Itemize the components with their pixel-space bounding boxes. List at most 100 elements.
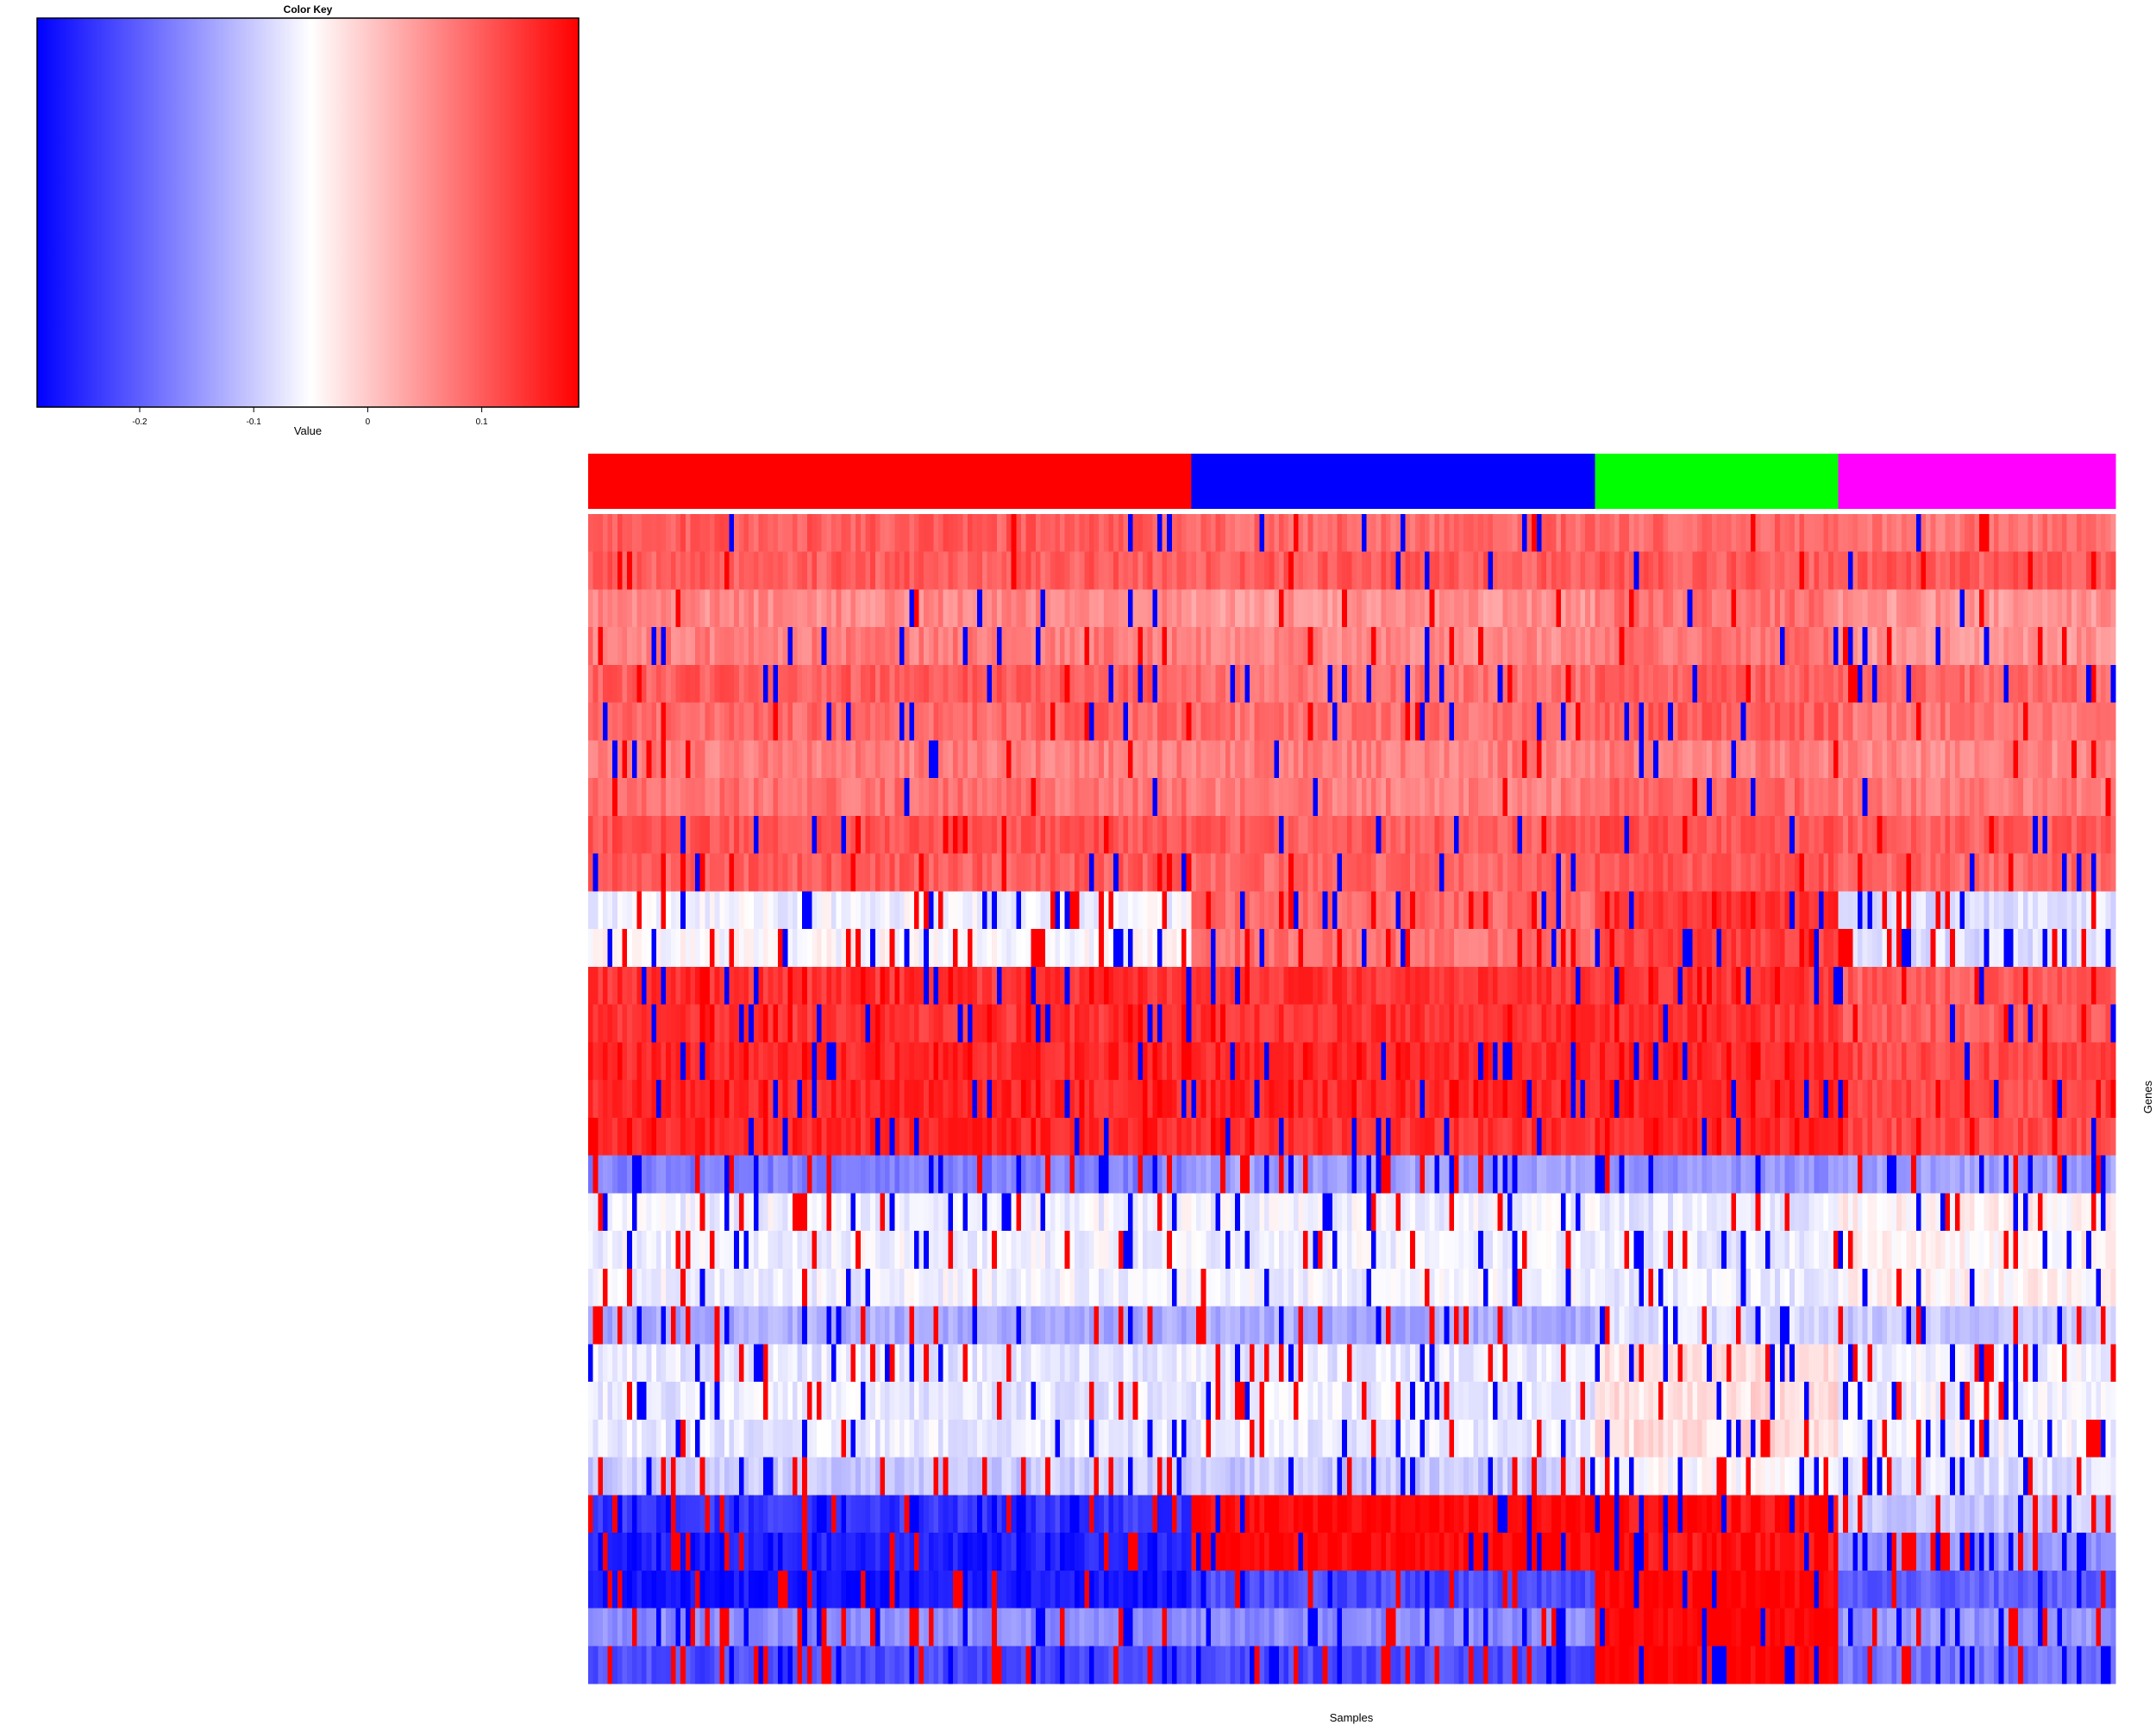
heatmap-cell [1886, 853, 1893, 893]
heatmap-cell [1541, 815, 1547, 855]
heatmap-cell [1449, 853, 1455, 893]
heatmap-cell [1244, 1004, 1250, 1043]
heatmap-cell [1911, 853, 1917, 893]
heatmap-cell [685, 1042, 692, 1081]
heatmap-cell [1196, 664, 1202, 704]
heatmap-cell [758, 891, 764, 930]
heatmap-cell [1847, 853, 1854, 893]
heatmap-cell [2018, 740, 2024, 779]
heatmap-cell [2096, 589, 2102, 628]
heatmap-cell [1653, 627, 1659, 666]
heatmap-cell [2076, 778, 2083, 817]
heatmap-cell [598, 551, 604, 591]
heatmap-cell [1877, 740, 1883, 779]
heatmap-cell [1332, 966, 1338, 1006]
heatmap-cell [1453, 891, 1460, 930]
heatmap-cell [1390, 514, 1396, 553]
heatmap-cell [1858, 929, 1864, 968]
heatmap-cell [981, 966, 988, 1006]
heatmap-cell [806, 589, 813, 628]
heatmap-cell [953, 891, 959, 930]
heatmap-cell [1585, 891, 1591, 930]
heatmap-cell [1804, 891, 1810, 930]
heatmap-cell [924, 627, 930, 666]
heatmap-cell [1230, 891, 1236, 930]
heatmap-cell [1779, 551, 1786, 591]
heatmap-cell [1108, 514, 1114, 553]
heatmap-cell [933, 627, 939, 666]
heatmap-cell [1969, 815, 1976, 855]
heatmap-cell [1750, 1042, 1757, 1081]
heatmap-cell [850, 1080, 856, 1119]
heatmap-cell [1307, 589, 1313, 628]
heatmap-cell [1186, 778, 1192, 817]
heatmap-cell [2013, 778, 2019, 817]
heatmap-cell [2110, 815, 2116, 855]
heatmap-cell [1979, 966, 1985, 1006]
heatmap-cell [1429, 1004, 1435, 1043]
heatmap-cell [1079, 929, 1085, 968]
heatmap-cell [1425, 514, 1431, 553]
heatmap-cell [699, 929, 705, 968]
heatmap-cell [1147, 929, 1153, 968]
heatmap-cell [710, 891, 716, 930]
heatmap-cell [899, 853, 906, 893]
heatmap-cell [787, 1004, 793, 1043]
heatmap-cell [1376, 740, 1382, 779]
heatmap-cell [1152, 1004, 1158, 1043]
heatmap-cell [1789, 891, 1796, 930]
heatmap-cell [948, 1080, 954, 1119]
heatmap-cell [758, 702, 764, 742]
heatmap-cell [1337, 740, 1343, 779]
heatmap-cell [865, 1004, 871, 1043]
heatmap-cell [841, 1042, 847, 1081]
heatmap-cell [1891, 589, 1897, 628]
heatmap-cell [743, 1080, 749, 1119]
heatmap-cell [894, 778, 900, 817]
heatmap-cell [812, 627, 818, 666]
heatmap-cell [1045, 853, 1051, 893]
heatmap-cell [2008, 815, 2015, 855]
heatmap-cell [1434, 815, 1440, 855]
heatmap-cell [1200, 627, 1206, 666]
heatmap-cell [1711, 702, 1718, 742]
heatmap-cell [705, 740, 711, 779]
heatmap-cell [607, 740, 613, 779]
heatmap-cell [1346, 1042, 1353, 1081]
heatmap-cell [690, 853, 696, 893]
heatmap-cell [1965, 929, 1971, 968]
heatmap-cell [1877, 929, 1883, 968]
heatmap-cell [1473, 853, 1479, 893]
heatmap-cell [938, 1004, 944, 1043]
heatmap-cell [690, 891, 696, 930]
heatmap-cell [1954, 1004, 1961, 1043]
heatmap-cell [2052, 664, 2058, 704]
heatmap-cell [1210, 1080, 1217, 1119]
heatmap-cell [817, 1042, 823, 1081]
heatmap-cell [1994, 778, 2000, 817]
heatmap-cell [1877, 1004, 1883, 1043]
heatmap-cell [1186, 815, 1192, 855]
heatmap-cell [1639, 589, 1645, 628]
heatmap-cell [1687, 966, 1693, 1006]
heatmap-cell [1497, 514, 1503, 553]
heatmap-cell [1210, 778, 1217, 817]
heatmap-cell [1395, 1004, 1401, 1043]
heatmap-cell [831, 702, 837, 742]
heatmap-cell [1001, 589, 1007, 628]
heatmap-cell [1677, 664, 1683, 704]
heatmap-cell [655, 514, 662, 553]
heatmap-cell [1692, 740, 1698, 779]
heatmap-cell [777, 1080, 784, 1119]
heatmap-cell [631, 778, 637, 817]
heatmap-cell [1609, 589, 1615, 628]
heatmap-cell [1541, 589, 1547, 628]
heatmap-cell [1799, 1004, 1805, 1043]
heatmap-cell [1683, 514, 1689, 553]
heatmap-cell [1770, 891, 1776, 930]
heatmap-cell [889, 853, 895, 893]
heatmap-cell [1395, 551, 1401, 591]
heatmap-cell [1930, 740, 1936, 779]
heatmap-cell [1764, 627, 1771, 666]
heatmap-cell [1376, 815, 1382, 855]
